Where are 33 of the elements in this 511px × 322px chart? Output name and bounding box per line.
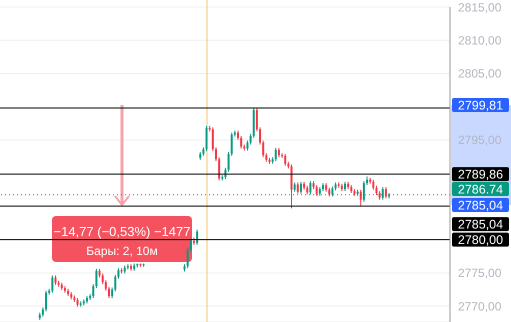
annotation: Бары: 2, 10м — [86, 244, 158, 258]
candlestick — [196, 229, 198, 246]
candlestick — [284, 153, 286, 166]
candlestick — [274, 147, 277, 162]
candlestick — [309, 180, 312, 195]
ref-line-label: 2780,00 — [458, 233, 504, 248]
candlestick — [111, 286, 114, 299]
candlestick — [360, 189, 362, 207]
y-tick-label: 2805,00 — [458, 66, 502, 81]
annotation: −14,77 (−0,53%) −1477 — [54, 224, 190, 239]
text: 2799,81 — [458, 98, 504, 112]
candlestick — [316, 184, 318, 196]
candlestick — [294, 182, 296, 192]
candlestick — [190, 238, 192, 252]
candlestick — [206, 125, 208, 152]
text: 2785,04 — [458, 198, 504, 212]
candlestick — [296, 182, 299, 194]
candlestick — [344, 181, 346, 192]
y-tick-label: 2775,00 — [458, 266, 502, 280]
candlestick — [51, 274, 54, 294]
y-tick-label: 2795,00 — [458, 133, 502, 148]
y-tick-label: 2810,00 — [458, 33, 502, 48]
candlestick — [290, 164, 293, 209]
ref-line-label: 2785,04 — [458, 218, 504, 232]
y-tick-label: 2815,00 — [458, 0, 502, 14]
y-tick-label: 2770,00 — [458, 299, 502, 314]
candlestick — [54, 274, 56, 286]
candlestick — [186, 247, 189, 269]
ref-line-label: 2789,86 — [458, 168, 504, 182]
candlestick — [384, 186, 387, 199]
ref-line-label: 2786.74 — [458, 182, 504, 196]
candlestick — [278, 147, 280, 158]
candlestick — [102, 272, 104, 285]
